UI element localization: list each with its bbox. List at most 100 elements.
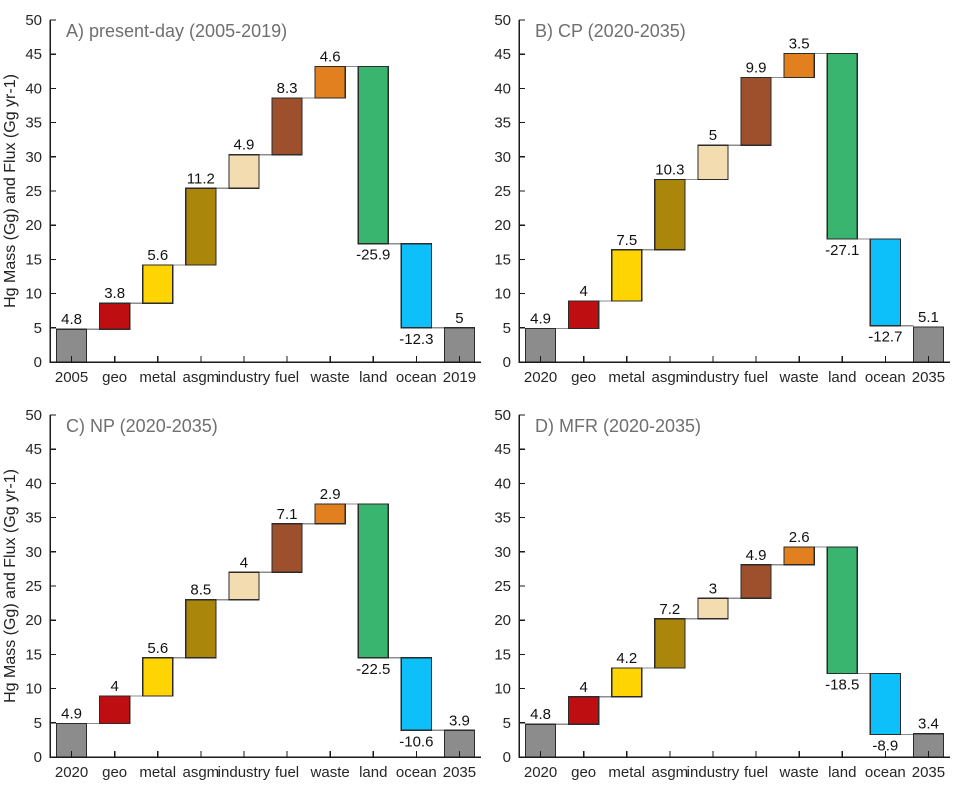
x-tick-label-2020: 2020 [524, 369, 557, 386]
bar-value-label: 8.5 [190, 581, 211, 598]
x-tick-label-land: land [359, 764, 387, 781]
bar-value-label: 3.4 [918, 715, 939, 732]
waterfall-chart-d: 4.8 4 4.2 7.2 3 4.9 2.6 -18.5 -8.9 3.4 0 5 10 15 20 25 3… [494, 407, 950, 781]
bar-ocean [400, 243, 433, 329]
y-tick-label: 20 [494, 612, 511, 629]
bar-metal [142, 656, 174, 697]
y-tick-label: 20 [25, 217, 42, 234]
x-tick-label-ocean: ocean [396, 764, 437, 781]
y-tick-label: 40 [25, 80, 42, 97]
bar-value-label: 7.1 [277, 505, 298, 522]
bar-value-label: 5 [455, 310, 463, 327]
bar-value-label: 7.2 [659, 600, 680, 617]
bar-value-label: 2.9 [320, 485, 341, 502]
x-tick-label-fuel: fuel [744, 764, 768, 781]
y-tick-label: 15 [25, 646, 42, 663]
waterfall-chart-b: 4.947.510.359.93.5-27.1-12.75.1051015202… [494, 12, 950, 386]
bar-value-label: 3 [709, 580, 717, 597]
y-tick-label: 10 [494, 680, 511, 697]
bar-asgm [185, 187, 217, 266]
bar-value-label: 4 [579, 283, 587, 300]
bar-geo [98, 302, 131, 330]
bar-value-label: 8.3 [277, 80, 298, 97]
x-tick-label-2019: 2019 [443, 369, 476, 386]
x-tick-label-asgm: asgm [652, 764, 689, 781]
bar-land [357, 502, 389, 658]
bar-value-label: -27.1 [825, 242, 859, 259]
bar-waste [314, 65, 346, 99]
x-tick-label-asgm: asgm [652, 369, 689, 386]
panel-title: B) CP (2020-2035) [535, 21, 686, 41]
bar-value-label: -12.3 [399, 331, 433, 348]
bar-value-label: 3.9 [449, 712, 470, 729]
y-tick-label: 50 [25, 12, 42, 29]
y-tick-label: 10 [25, 286, 42, 303]
y-tick-label: 35 [25, 115, 42, 132]
bar-land [826, 545, 858, 674]
x-tick-label-asgm: asgm [183, 764, 220, 781]
y-tick-label: 45 [494, 46, 511, 63]
bar-value-label: 10.3 [655, 161, 684, 178]
y-tick-label: 0 [503, 749, 511, 766]
x-tick-label-industry: industry [687, 369, 740, 386]
bar-value-label: 4.2 [616, 650, 637, 667]
x-tick-label-waste: waste [779, 764, 819, 781]
y-tick-label: 35 [25, 509, 42, 526]
panel-mfr: 4.8 4 4.2 7.2 3 4.9 2.6 -18.5 -8.9 3.4 0 5 10 15 20 25 3… [485, 395, 970, 789]
x-tick-label-ocean: ocean [396, 369, 437, 386]
bar-geo [567, 695, 600, 725]
bar-industry [228, 571, 260, 600]
y-tick-label: 35 [494, 509, 511, 526]
bar-land [826, 52, 858, 240]
bar-value-label: 4.8 [530, 706, 551, 723]
bar-value-label: 4 [579, 678, 587, 695]
y-tick-label: 25 [25, 183, 42, 200]
bar-value-label: 4.9 [746, 546, 767, 563]
bar-geo [567, 300, 600, 330]
bar-industry [228, 154, 260, 189]
y-axis-label: Hg Mass (Gg) and Flux (Gg yr-1) [2, 469, 19, 703]
bar-value-label: 4.9 [234, 137, 255, 154]
bar-fuel [740, 563, 772, 599]
x-tick-label-geo: geo [571, 369, 596, 386]
x-tick-label-asgm: asgm [183, 369, 220, 386]
bar-value-label: -8.9 [872, 737, 898, 754]
x-tick-label-fuel: fuel [275, 369, 299, 386]
y-tick-label: 5 [34, 320, 42, 337]
x-tick-label-2035: 2035 [443, 764, 476, 781]
y-tick-label: 30 [494, 149, 511, 166]
x-tick-label-waste: waste [310, 369, 350, 386]
y-tick-label: 25 [494, 183, 511, 200]
y-tick-label: 30 [25, 543, 42, 560]
bar-fuel [740, 76, 772, 146]
x-tick-label-metal: metal [608, 764, 645, 781]
bar-metal [611, 666, 643, 697]
y-tick-label: 50 [494, 12, 511, 29]
y-tick-label: 45 [25, 46, 42, 63]
x-tick-label-geo: geo [571, 764, 596, 781]
bar-value-label: 5 [709, 127, 717, 144]
bar-value-label: 2.6 [789, 529, 810, 546]
bar-value-label: 5.6 [147, 639, 168, 656]
x-tick-label-2035: 2035 [912, 764, 945, 781]
x-tick-label-industry: industry [687, 764, 740, 781]
x-tick-label-2005: 2005 [55, 369, 88, 386]
bar-value-label: -12.7 [868, 329, 902, 346]
y-tick-label: 45 [25, 441, 42, 458]
bar-asgm [654, 178, 686, 251]
bar-value-label: 4 [110, 678, 118, 695]
panel-title: C) NP (2020-2035) [66, 416, 218, 436]
bar-industry [697, 597, 729, 619]
x-tick-label-industry: industry [218, 764, 271, 781]
bar-asgm [654, 617, 686, 669]
bar-fuel [271, 522, 303, 573]
y-tick-label: 45 [494, 441, 511, 458]
y-tick-label: 5 [503, 320, 511, 337]
x-tick-label-land: land [828, 369, 856, 386]
y-axis-label: Hg Mass (Gg) and Flux (Gg yr-1) [2, 74, 19, 308]
bar-value-label: 4.9 [61, 705, 82, 722]
bar-value-label: 4 [240, 554, 248, 571]
bar-value-label: 4.6 [320, 49, 341, 66]
y-tick-label: 15 [494, 251, 511, 268]
bar-geo [98, 695, 131, 724]
